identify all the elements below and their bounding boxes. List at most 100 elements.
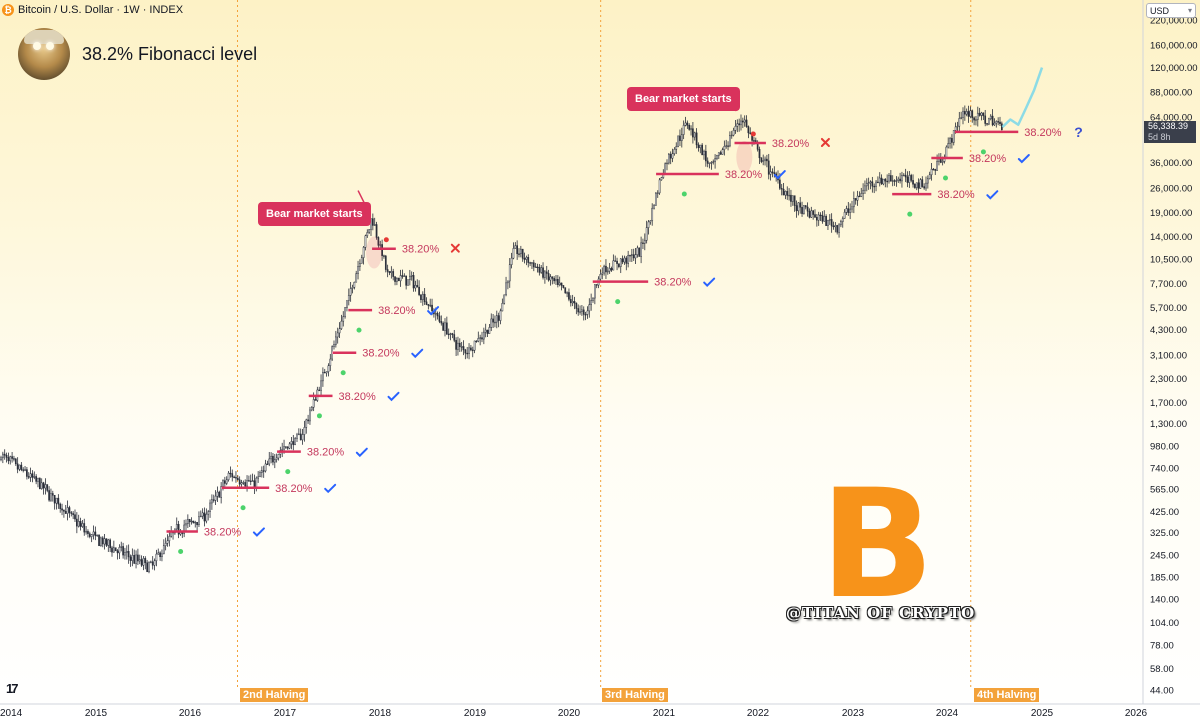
- candle-body-72: [133, 554, 136, 564]
- candle-body-472: [873, 185, 876, 188]
- fib-label-4: 38.20%: [362, 348, 400, 360]
- candle-body-113: [209, 502, 211, 513]
- candle-body-129: [238, 479, 241, 485]
- candle-body-143: [264, 463, 267, 472]
- candle-body-188: [347, 295, 350, 301]
- candle-body-289: [534, 266, 537, 268]
- candle-body-369: [682, 125, 685, 135]
- candle-body-288: [532, 262, 535, 268]
- candle-body-261: [483, 331, 485, 340]
- candle-body-342: [632, 254, 635, 259]
- tradingview-logo[interactable]: 17: [6, 681, 19, 696]
- candle-body-384: [710, 162, 713, 164]
- candle-body-102: [188, 519, 191, 523]
- candle-body-450: [832, 225, 835, 228]
- candle-body-432: [799, 202, 802, 208]
- price-tick-11: 5,700.00: [1150, 303, 1187, 314]
- candle-body-253: [468, 347, 470, 354]
- candle-body-401: [742, 120, 744, 123]
- candle-body-377: [697, 144, 700, 149]
- symbol-title[interactable]: Bitcoin / U.S. Dollar · 1W · INDEX: [18, 4, 184, 16]
- candle-body-108: [199, 515, 202, 518]
- currency-selector[interactable]: USD ▾: [1146, 3, 1196, 18]
- candle-body-75: [138, 559, 141, 562]
- candle-body-80: [148, 562, 150, 573]
- candle-body-166: [307, 419, 309, 422]
- candle-body-47: [87, 531, 89, 534]
- bear-market-callout-2021: Bear market starts: [627, 87, 740, 111]
- candle-body-280: [518, 253, 520, 255]
- candle-body-327: [605, 265, 607, 273]
- candle-body-107: [198, 516, 200, 526]
- candle-body-99: [183, 524, 186, 534]
- candle-body-339: [627, 255, 629, 264]
- candle-body-293: [542, 267, 544, 278]
- post-header: 38.2% Fibonacci level: [18, 28, 257, 80]
- candle-body-193: [357, 266, 359, 274]
- candle-body-57: [105, 538, 108, 546]
- candle-body-182: [336, 332, 339, 338]
- candle-body-125: [231, 473, 234, 478]
- candle-body-311: [575, 302, 578, 309]
- green-dot-11: [943, 175, 949, 181]
- candle-body-297: [549, 276, 552, 281]
- green-dot-2: [285, 469, 291, 475]
- candle-body-489: [904, 174, 907, 178]
- candle-body-343: [634, 254, 637, 259]
- candle-body-69: [127, 551, 130, 558]
- candle-body-195: [360, 257, 363, 264]
- candle-body-227: [420, 294, 422, 301]
- candle-body-39: [72, 513, 75, 515]
- year-tick-2016: 2016: [179, 708, 202, 719]
- candle-body-348: [643, 240, 646, 244]
- candle-body-325: [601, 272, 604, 275]
- candle-body-304: [562, 285, 565, 288]
- candle-body-40: [74, 514, 76, 520]
- candle-body-134: [248, 480, 250, 482]
- candle-body-148: [273, 459, 276, 463]
- candle-body-174: [322, 371, 324, 382]
- candle-body-131: [242, 482, 245, 484]
- candle-body-145: [268, 458, 271, 465]
- candle-body-212: [392, 271, 395, 277]
- candle-body-329: [608, 268, 611, 272]
- currency-label: USD: [1150, 5, 1170, 16]
- candle-body-19: [35, 476, 37, 482]
- candle-body-78: [144, 558, 147, 563]
- candle-body-282: [521, 248, 524, 259]
- green-dot-4: [340, 370, 346, 376]
- candle-body-119: [220, 486, 223, 498]
- candle-body-368: [680, 134, 683, 141]
- candle-body-421: [779, 179, 781, 189]
- candle-body-413: [764, 158, 766, 161]
- fib-label-1: 38.20%: [275, 483, 313, 495]
- candle-body-162: [299, 433, 302, 441]
- year-tick-2014: 2014: [0, 708, 23, 719]
- candle-body-303: [560, 282, 563, 286]
- candle-body-92: [170, 531, 173, 537]
- candle-body-61: [113, 547, 115, 553]
- candle-body-135: [249, 480, 252, 482]
- candle-body-37: [68, 507, 71, 513]
- candle-body-340: [629, 255, 631, 257]
- candle-body-222: [410, 275, 413, 277]
- candle-body-183: [338, 328, 341, 334]
- price-tick-20: 425.00: [1150, 507, 1179, 518]
- candle-body-354: [655, 192, 657, 206]
- price-axis[interactable]: 220,000.00 160,000.00 120,000.00 88,000.00 6…: [1142, 0, 1198, 704]
- candle-body-381: [705, 150, 707, 162]
- candle-body-275: [508, 264, 511, 282]
- symbol-bar[interactable]: ₿ Bitcoin / U.S. Dollar · 1W · INDEX: [2, 2, 183, 18]
- candle-body-324: [599, 273, 602, 280]
- candle-body-149: [275, 457, 278, 460]
- candle-body-322: [595, 284, 598, 286]
- candle-body-332: [614, 260, 617, 262]
- candle-body-538: [995, 121, 998, 124]
- candle-body-459: [849, 208, 851, 213]
- candle-body-63: [116, 550, 119, 554]
- time-axis[interactable]: 2014 2015 2016 2017 2018 2019 2020 2021 2022 2023…: [0, 703, 1200, 719]
- candle-body-410: [758, 149, 761, 159]
- check-icon-0: [252, 527, 265, 537]
- candle-body-220: [407, 279, 409, 286]
